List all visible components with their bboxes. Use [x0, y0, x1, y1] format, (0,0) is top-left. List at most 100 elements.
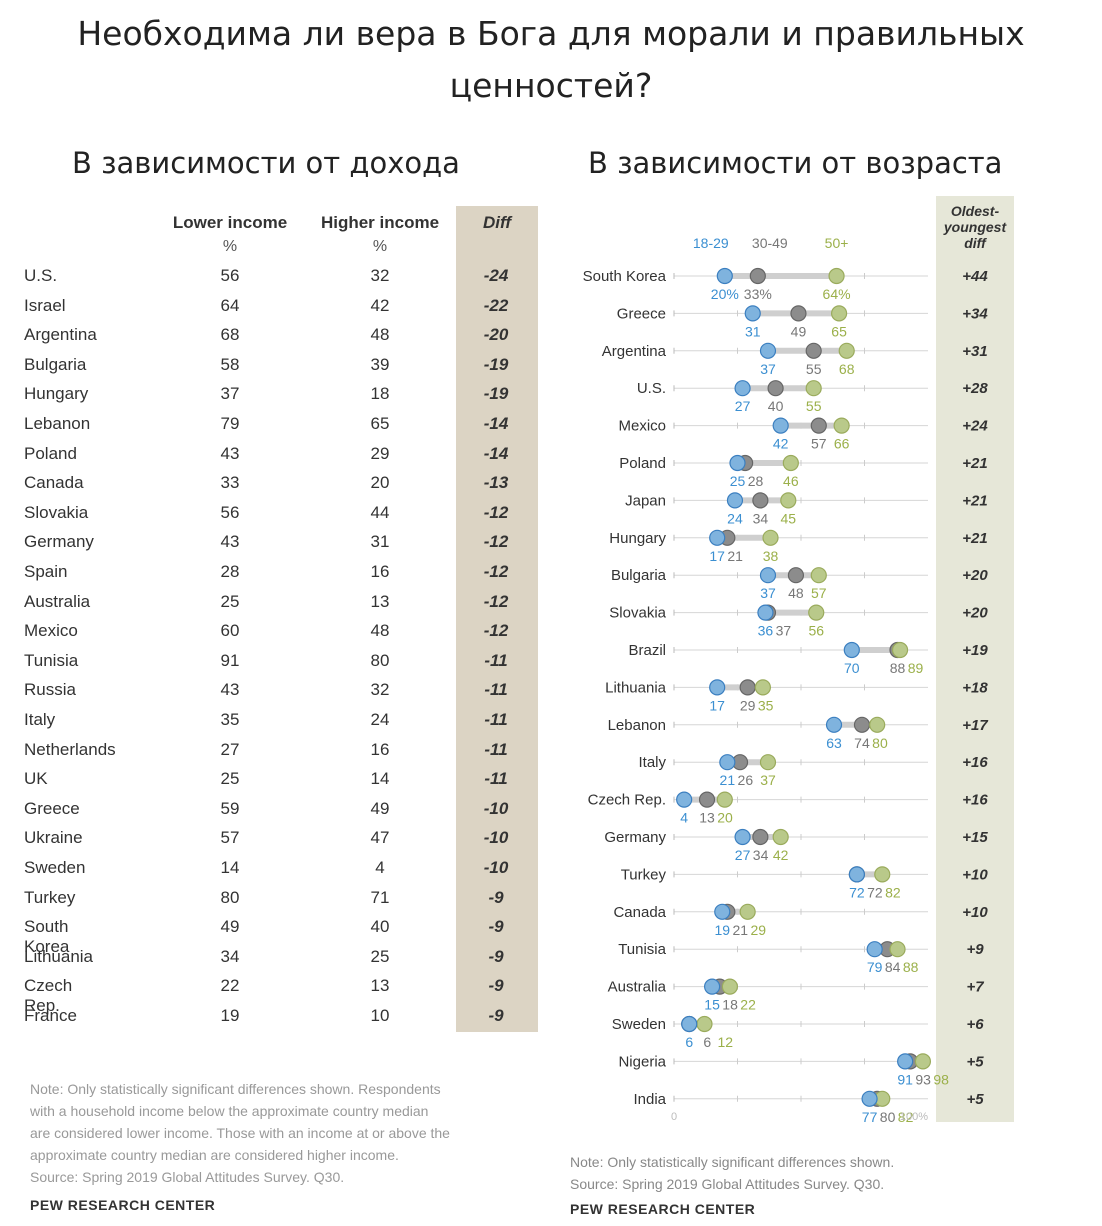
- value-label: 93: [915, 1071, 931, 1087]
- diff-cell: -22: [483, 295, 509, 315]
- diff-value: +44: [962, 268, 988, 285]
- value-label: 45: [781, 510, 797, 526]
- value-label: 37: [760, 772, 776, 788]
- diff-cell: -11: [484, 769, 508, 789]
- lower-income-cell: 43: [220, 680, 240, 700]
- diff-value: +17: [962, 717, 988, 734]
- value-label: 12: [717, 1034, 733, 1050]
- diff-value: +20: [962, 605, 988, 622]
- lower-income-cell: 22: [220, 976, 240, 996]
- country-label: Australia: [608, 979, 667, 996]
- dot-30-49: [790, 305, 807, 322]
- higher-income-cell: 13: [370, 976, 390, 996]
- diff-value: +15: [962, 829, 988, 846]
- higher-income-cell: 13: [370, 591, 390, 611]
- value-label: 57: [811, 585, 827, 601]
- lower-income-cell: 79: [220, 414, 240, 433]
- higher-income-cell: 16: [370, 562, 390, 581]
- value-label: 72: [867, 884, 883, 900]
- age-subtitle: В зависимости от возраста: [588, 146, 1003, 180]
- value-label: 20%: [711, 286, 739, 302]
- value-label: 4: [680, 810, 688, 826]
- country-label: Italy: [638, 754, 666, 771]
- country-cell: Spain: [24, 562, 68, 581]
- lower-income-cell: 56: [220, 266, 240, 285]
- lower-income-cell: 28: [220, 562, 240, 581]
- dot-50+: [874, 866, 891, 883]
- value-label: 6: [685, 1034, 693, 1050]
- value-label: 72: [849, 884, 865, 900]
- diff-cell: -11: [484, 739, 508, 759]
- higher-income-cell: 39: [370, 354, 390, 374]
- diff-value: +5: [966, 1053, 984, 1070]
- value-label: 17: [709, 697, 725, 713]
- higher-income-cell: 49: [370, 798, 390, 818]
- diff-value: +21: [962, 492, 987, 509]
- diff-cell: -12: [483, 591, 509, 611]
- col-lower-income: Lower income: [172, 213, 288, 232]
- diff-cell: -19: [483, 354, 509, 374]
- note-line: approximate country median are considere…: [30, 1147, 399, 1163]
- age-source-org: PEW RESEARCH CENTER: [570, 1201, 756, 1217]
- country-label: Sweden: [612, 1016, 666, 1033]
- value-label: 35: [758, 697, 774, 713]
- lower-income-cell: 25: [220, 769, 240, 789]
- value-label: 19: [714, 922, 730, 938]
- value-label: 55: [806, 398, 822, 414]
- country-label: Argentina: [602, 343, 667, 360]
- dot-18-29: [843, 641, 860, 659]
- diff-header-text: Oldest-: [951, 203, 1000, 219]
- dot-18-29: [719, 754, 736, 771]
- dot-50+: [780, 492, 797, 509]
- dot-50+: [805, 380, 822, 397]
- higher-income-cell: 32: [370, 266, 390, 285]
- unit-higher: %: [372, 238, 388, 255]
- higher-income-cell: 71: [370, 887, 390, 907]
- income-note: Note: Only statistically significant dif…: [30, 1078, 450, 1188]
- country-cell: Ukraine: [24, 828, 83, 848]
- country-cell: France: [24, 1006, 77, 1025]
- diff-cell: -14: [483, 443, 509, 463]
- dot-18-29: [744, 305, 761, 322]
- lower-income-cell: 58: [220, 354, 240, 374]
- country-label: Turkey: [621, 866, 667, 883]
- diff-value: +20: [962, 567, 988, 584]
- value-label: 48: [788, 585, 804, 601]
- dot-50+: [754, 679, 772, 696]
- dot-18-29: [861, 1090, 878, 1107]
- country-label: Poland: [619, 455, 666, 472]
- value-label: 57: [811, 436, 827, 452]
- value-label: 74: [854, 735, 870, 751]
- diff-column-background: [456, 206, 538, 1032]
- value-label: 84: [885, 959, 901, 975]
- higher-income-cell: 47: [370, 828, 390, 848]
- higher-income-cell: 20: [370, 473, 390, 493]
- dot-18-29: [848, 866, 865, 883]
- country-cell: Mexico: [24, 621, 78, 641]
- lower-income-cell: 19: [220, 1006, 240, 1025]
- value-label: 34: [753, 847, 769, 863]
- dot-30-49: [810, 417, 827, 434]
- dot-30-49: [752, 492, 769, 509]
- country-label: Mexico: [618, 418, 666, 435]
- dot-50+: [828, 267, 845, 285]
- lower-income-cell: 25: [220, 591, 240, 611]
- dot-18-29: [709, 679, 726, 696]
- value-label: 29: [740, 697, 756, 713]
- diff-cell: -12: [483, 502, 509, 522]
- dot-18-29: [734, 828, 751, 846]
- note-line: are considered lower income. Those with …: [30, 1125, 450, 1141]
- country-cell: Netherlands: [24, 739, 116, 759]
- country-label: India: [633, 1091, 666, 1108]
- higher-income-cell: 80: [370, 650, 390, 670]
- higher-income-cell: 10: [370, 1006, 390, 1025]
- higher-income-cell: 48: [370, 325, 390, 345]
- note-line: with a household income below the approx…: [30, 1103, 429, 1119]
- diff-cell: -9: [488, 1006, 504, 1025]
- value-label: 33%: [744, 286, 772, 302]
- value-label: 89: [908, 660, 924, 676]
- country-label: Germany: [604, 829, 666, 846]
- diff-value: +16: [962, 792, 988, 809]
- diff-cell: -24: [483, 266, 509, 285]
- higher-income-cell: 14: [370, 769, 390, 789]
